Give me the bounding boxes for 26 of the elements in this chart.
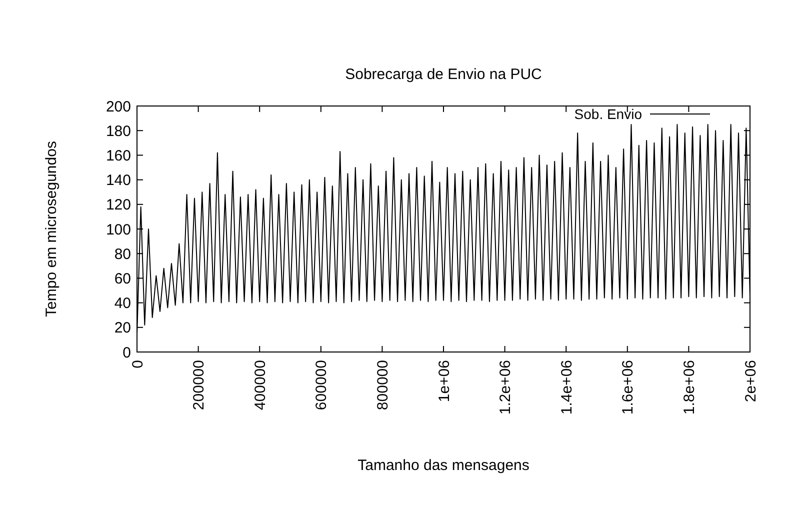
y-tick-label: 80: [114, 246, 131, 263]
y-tick-label: 100: [106, 221, 131, 238]
x-tick-label: 1e+06: [436, 360, 453, 402]
x-tick-label: 400000: [252, 360, 269, 410]
y-tick-label: 160: [106, 147, 131, 164]
y-tick-label: 60: [114, 270, 131, 288]
chart-title: Sobrecarga de Envio na PUC: [345, 66, 542, 83]
x-tick-label: 600000: [313, 360, 330, 410]
x-tick-label: 1.8e+06: [680, 360, 698, 415]
y-tick-label: 20: [114, 320, 131, 337]
legend-label: Sob. Envio: [574, 106, 642, 122]
x-tick-label: 2e+06: [742, 360, 760, 402]
x-tick-label: 0: [129, 360, 146, 368]
y-tick-label: 140: [106, 172, 131, 190]
y-axis-title: Tempo em microsegundos: [43, 141, 60, 317]
x-tick-label: 1.4e+06: [558, 360, 576, 415]
y-tick-label: 0: [122, 344, 131, 362]
x-tick-label: 200000: [190, 360, 208, 410]
y-tick-label: 180: [106, 122, 131, 140]
x-tick-label: 1.6e+06: [620, 360, 637, 415]
x-tick-label: 800000: [374, 360, 392, 410]
y-tick-label: 200: [106, 98, 131, 116]
x-tick-label: 1.2e+06: [497, 360, 514, 415]
x-axis-title: Tamanho das mensagens: [358, 457, 530, 474]
y-tick-label: 120: [106, 196, 131, 214]
y-tick-label: 40: [114, 295, 131, 312]
